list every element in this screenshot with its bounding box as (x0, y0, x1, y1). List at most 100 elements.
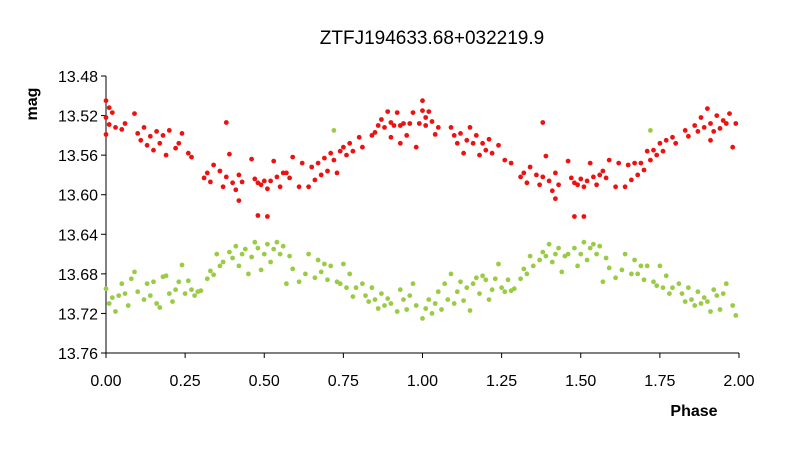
red-point (138, 137, 144, 143)
red-point (508, 160, 514, 166)
green-point (518, 276, 523, 282)
x-tick-label: 1.25 (486, 373, 517, 390)
green-point (147, 293, 153, 298)
green-point (483, 277, 489, 283)
red-point (572, 214, 577, 219)
red-point (733, 121, 739, 126)
red-point (360, 144, 365, 150)
green-point (426, 297, 432, 302)
red-point (638, 160, 644, 166)
green-point (597, 243, 603, 249)
green-point (401, 297, 406, 302)
y-tick-label: 13.64 (58, 227, 98, 244)
red-point (477, 152, 482, 158)
red-point (223, 174, 229, 180)
red-point (543, 153, 549, 159)
red-point (220, 184, 226, 190)
green-point (173, 287, 179, 293)
y-tick-label: 13.52 (58, 109, 98, 126)
red-point (268, 178, 273, 184)
red-point (227, 151, 232, 157)
green-point (701, 295, 707, 300)
red-point (185, 150, 191, 156)
green-point (116, 293, 122, 298)
data-points (103, 98, 739, 321)
red-point (429, 119, 435, 124)
x-axis-ticks: 0.00 0.25 0.50 0.75 1.00 1.25 1.50 1.75 2.00 (90, 353, 755, 390)
green-point (584, 257, 590, 263)
green-point (505, 277, 511, 283)
red-point (265, 214, 270, 219)
green-point (350, 294, 356, 299)
red-point (625, 162, 631, 168)
red-point (375, 123, 381, 128)
x-tick-label: 2.00 (723, 373, 754, 390)
red-point (553, 170, 558, 176)
red-point (600, 168, 606, 174)
red-point (458, 131, 463, 136)
red-point (394, 110, 400, 115)
red-point (632, 160, 637, 166)
x-tick-label: 0.50 (249, 373, 280, 390)
y-axis-ticks: 13.48 13.52 13.56 13.60 13.64 13.68 13.72 13.76 (58, 69, 106, 363)
red-point (217, 168, 223, 174)
green-point (306, 251, 311, 257)
green-point (312, 275, 318, 281)
red-point (464, 137, 470, 143)
green-point (337, 281, 343, 287)
red-point (388, 134, 394, 140)
green-point (261, 251, 267, 257)
red-point (309, 164, 315, 170)
red-point (451, 133, 457, 138)
green-point (540, 249, 546, 255)
green-point (537, 257, 542, 263)
green-point (420, 316, 425, 321)
red-point (635, 172, 641, 178)
green-point (429, 311, 435, 316)
green-point (458, 279, 463, 285)
green-point (603, 255, 609, 261)
green-point (151, 279, 156, 285)
green-point (277, 251, 283, 257)
red-point (249, 156, 255, 162)
red-point (420, 108, 425, 113)
green-point (182, 291, 188, 296)
red-point (201, 175, 207, 181)
green-point (198, 288, 204, 294)
red-point (546, 178, 552, 184)
green-point (489, 287, 495, 293)
red-point (568, 175, 574, 181)
green-point (549, 259, 555, 265)
x-tick-label: 0.25 (170, 373, 201, 390)
green-point (125, 303, 131, 308)
green-point (246, 271, 251, 277)
red-point (233, 187, 239, 193)
red-point (341, 144, 346, 150)
x-tick-label: 1.00 (407, 373, 438, 390)
red-point (385, 109, 391, 114)
y-tick-label: 13.72 (58, 306, 98, 323)
red-point (211, 162, 217, 168)
green-point (432, 301, 438, 306)
red-point (686, 133, 691, 139)
red-point (179, 131, 185, 136)
green-point (410, 281, 416, 287)
red-point (271, 158, 277, 164)
red-point (106, 105, 112, 111)
red-point (502, 157, 508, 163)
red-point (347, 140, 353, 146)
red-point (106, 122, 112, 127)
red-point (176, 140, 182, 146)
red-point (594, 182, 599, 188)
red-point (306, 184, 311, 190)
red-point (629, 177, 634, 183)
green-point (325, 277, 330, 283)
red-point (730, 144, 736, 150)
green-point (296, 279, 302, 285)
green-point (660, 285, 666, 291)
red-point (708, 121, 713, 126)
green-point (644, 263, 650, 269)
red-point (448, 125, 454, 130)
green-point (663, 273, 669, 279)
red-point (166, 127, 172, 133)
